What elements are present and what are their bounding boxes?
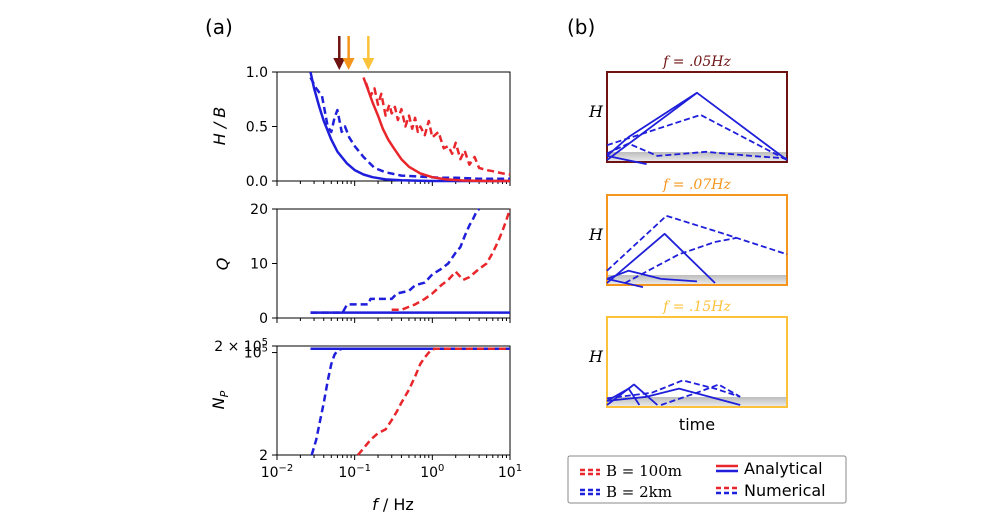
schematic-ylabel-1: H (588, 225, 604, 244)
ground-strip (608, 397, 786, 406)
schematic-line-dashed_mid (606, 142, 788, 160)
schematic-line-dashed_upper (606, 379, 741, 400)
schematic-title-1: f = .07Hz (662, 177, 731, 193)
ylabel-hb: H / B (210, 107, 229, 146)
arrow-head-0 (333, 58, 346, 70)
schematic-xlabel: time (679, 415, 715, 434)
series-q-red-dashed (391, 208, 512, 312)
series-hb-blue-dashed (309, 76, 510, 181)
series-np-red-dashed (356, 347, 510, 456)
series-hb-red-dashed (364, 82, 511, 176)
schematic-line-solid_curve_a (606, 387, 741, 406)
series-np-blue-dashed (310, 347, 510, 456)
schematic-line-dashed_mid (660, 383, 741, 406)
x-tick-label-np: 101 (498, 463, 522, 481)
panel-label-b: (b) (567, 15, 595, 39)
schematics-panel: f = .05Hz Hf = .07Hz Hf = .15Hz H (588, 54, 788, 408)
legend: B = 100m B = 2km Analytical Numerical (567, 455, 847, 504)
y-tick-label-hb: 1.0 (246, 65, 268, 81)
chart-q: Q 0 10 20 (213, 202, 512, 327)
schematic-title-0: f = .05Hz (662, 54, 731, 70)
legend-label-numerical: Numerical (744, 481, 826, 500)
schematic-line-solid_curve_a (606, 92, 698, 157)
y-tick-label-hb: 0.0 (246, 174, 268, 190)
schematic-frame-0 (606, 71, 788, 163)
schematic-title-2: f = .15Hz (662, 299, 731, 315)
schematic-line-solid (606, 91, 788, 161)
ground-strip (608, 275, 786, 284)
schematic-line-solid_low (606, 387, 641, 406)
schematic-line-dashed_upper (606, 214, 788, 272)
legend-label-b100: B = 100m (606, 462, 682, 480)
legend-box (567, 455, 847, 504)
y-tick-label-q: 20 (250, 202, 268, 218)
series-q-blue-dashed (310, 208, 481, 314)
y-tick-label-q: 0 (259, 311, 268, 327)
panel-label-a: (a) (205, 15, 233, 39)
axes-frame-hb (276, 71, 511, 182)
axes-frame-np (276, 345, 511, 456)
ylabel-np: NP (209, 390, 231, 409)
series-hb-blue-solid (309, 71, 510, 183)
y-tick-label-np-two-e5: 2 × 105 (214, 337, 268, 355)
chart-h-over-b: H / B 0.0 0.5 1.0 (210, 65, 511, 190)
schematic-frame-1 (606, 194, 788, 286)
schematic-line-dashed_upper (606, 114, 788, 161)
axes-frame-q (276, 208, 511, 319)
frequency-arrows (333, 36, 375, 70)
schematic-ylabel-0: H (588, 102, 604, 121)
x-tick-label-np: 100 (420, 463, 444, 481)
series-hb-red-solid (362, 77, 510, 183)
schematic-frame-2 (606, 316, 788, 408)
arrow-head-2 (362, 58, 375, 70)
y-tick-label-hb: 0.5 (246, 120, 268, 136)
schematic-line-solid_low (606, 155, 647, 165)
x-tick-label-np: 10−2 (261, 463, 294, 481)
y-tick-label-q: 10 (250, 257, 268, 273)
schematic-line-dashed_mid (624, 237, 737, 284)
legend-label-b2km: B = 2km (606, 483, 672, 501)
legend-label-analytical: Analytical (744, 459, 823, 478)
ylabel-q: Q (213, 258, 232, 271)
schematic-line-solid_curve_a (606, 269, 698, 283)
ground-strip (608, 152, 786, 161)
schematic-line-solid (606, 232, 716, 284)
schematic-ylabel-2: H (588, 347, 604, 366)
schematic-line-solid (606, 383, 658, 406)
x-tick-label-np: 10−1 (338, 463, 371, 481)
xlabel-f: f / Hz (372, 495, 414, 514)
arrow-head-1 (342, 58, 355, 70)
y-tick-label-np-two: 2 (259, 448, 268, 464)
